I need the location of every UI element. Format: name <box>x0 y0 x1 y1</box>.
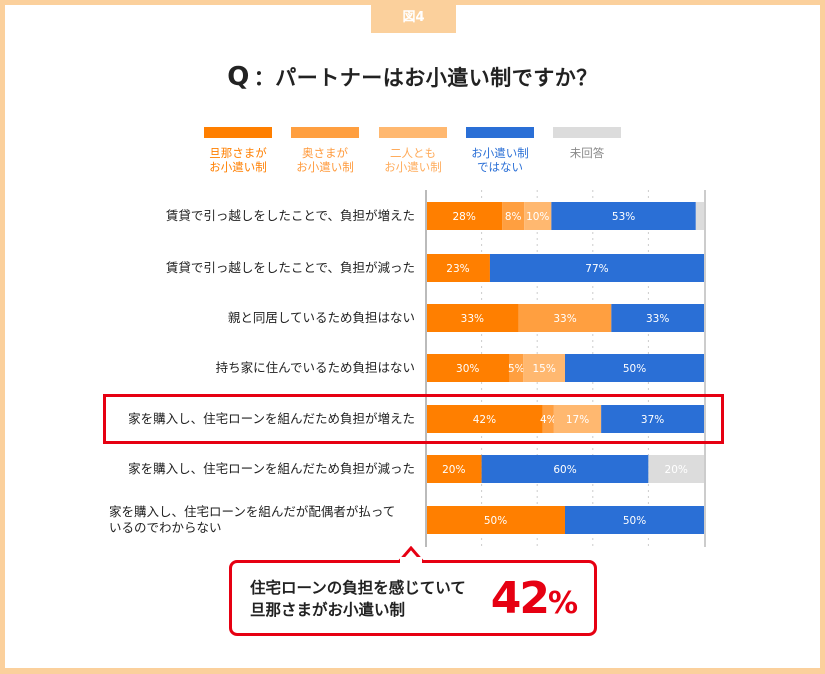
data-label: 33% <box>553 313 576 325</box>
legend-item: 未回答 <box>553 127 621 160</box>
row-label-line: 親と同居しているため負担はない <box>227 310 415 325</box>
row-label: 親と同居しているため負担はない <box>228 310 415 326</box>
row-label: 家を購入し、住宅ローンを組んだため負担が増えた <box>128 411 415 427</box>
bar-segment <box>611 304 704 332</box>
bar-segment <box>426 304 519 332</box>
legend-label-line1: 二人とも <box>390 146 436 160</box>
row-label-line: 賃貸で引っ越しをしたことで、負担が減った <box>165 260 415 275</box>
data-label: 23% <box>446 263 469 275</box>
bar-segment <box>518 304 612 332</box>
callout-box: 住宅ローンの負担を感じていて 旦那さまがお小遣い制 42% <box>229 560 597 636</box>
bar-segment <box>523 354 565 382</box>
callout-line2: 旦那さまがお小遣い制 <box>250 601 406 619</box>
data-label: 8% <box>505 211 522 223</box>
legend-label-line1: 奥さまが <box>302 146 348 160</box>
row-label: 賃貸で引っ越しをしたことで、負担が増えた <box>166 208 415 224</box>
row-label-line: 家を購入し、住宅ローンを組んだため負担が減った <box>128 461 415 476</box>
question-text: ：パートナーはお小遣い制ですか？ <box>253 66 598 90</box>
legend-label-line2: お小遣い制 <box>209 160 267 174</box>
row-label-line: 賃貸で引っ越しをしたことで、負担が増えた <box>165 208 415 223</box>
row-label-line: 持ち家に住んでいるため負担はない <box>215 360 415 375</box>
bar-segment <box>426 455 482 483</box>
data-label: 50% <box>484 515 507 527</box>
highlight-box <box>103 394 724 444</box>
bar-segment <box>601 405 704 433</box>
bar-segment <box>648 455 704 483</box>
bar-segment <box>551 202 696 230</box>
row-label-line: 家を購入し、住宅ローンを組んだため負担が増えた <box>128 411 415 426</box>
data-label: 4% <box>540 414 557 426</box>
data-label: 3% <box>688 189 705 201</box>
legend-label-line1: 旦那さまが <box>209 146 267 160</box>
data-label: 42% <box>473 414 496 426</box>
data-label: 5% <box>508 363 525 375</box>
data-label: 30% <box>456 363 479 375</box>
legend-label-line1: お小遣い制 <box>471 146 529 160</box>
bar-segment <box>565 354 704 382</box>
legend-swatch <box>204 127 272 138</box>
data-label: 28% <box>452 211 475 223</box>
bar-segment <box>489 254 704 282</box>
callout-number: 42 <box>490 573 550 624</box>
row-label: 家を購入し、住宅ローンを組んだため負担が減った <box>128 461 415 477</box>
bar-segment <box>509 354 524 382</box>
data-label: 37% <box>641 414 664 426</box>
legend-label-line2: ではない <box>477 160 523 174</box>
data-label: 20% <box>665 464 688 476</box>
callout-unit: % <box>547 586 578 621</box>
row-label: 持ち家に住んでいるため負担はない <box>216 360 415 376</box>
bar-segment <box>542 405 554 433</box>
data-label: 17% <box>566 414 589 426</box>
bar-segment <box>524 202 552 230</box>
data-label: 53% <box>612 211 635 223</box>
row-label-line: いるのでわからない <box>109 520 222 535</box>
callout-value: 42% <box>490 573 578 624</box>
legend-swatch <box>466 127 534 138</box>
data-label: 10% <box>526 211 549 223</box>
data-label: 15% <box>532 363 555 375</box>
legend-label-line1: 未回答 <box>569 146 605 160</box>
data-label: 60% <box>553 464 576 476</box>
bar-segment <box>553 405 602 433</box>
bar-segment <box>481 455 649 483</box>
legend-item: 二人とも お小遣い制 <box>379 127 447 174</box>
callout-line1: 住宅ローンの負担を感じていて <box>250 579 466 597</box>
legend-label-line2: お小遣い制 <box>384 160 442 174</box>
bar-segment <box>565 506 704 534</box>
data-label: 33% <box>646 313 669 325</box>
legend-swatch <box>291 127 359 138</box>
bar-segment <box>426 354 510 382</box>
legend-item: 奥さまが お小遣い制 <box>291 127 359 174</box>
data-label: 77% <box>585 263 608 275</box>
data-label: 33% <box>461 313 484 325</box>
row-label: 賃貸で引っ越しをしたことで、負担が減った <box>166 260 415 276</box>
bar-segment <box>426 202 503 230</box>
bar-segment <box>426 405 543 433</box>
legend-item: 旦那さまが お小遣い制 <box>204 127 272 174</box>
page-title: Q ：パートナーはお小遣い制ですか？ <box>0 62 825 92</box>
data-label: 50% <box>623 363 646 375</box>
bar-segment <box>426 506 565 534</box>
legend-swatch <box>553 127 621 138</box>
bar-segment <box>695 202 704 230</box>
bar-segment <box>502 202 525 230</box>
bar-segment <box>426 254 490 282</box>
row-label: 家を購入し、住宅ローンを組んだが配偶者が払って いるのでわからない <box>109 504 415 536</box>
legend-item: お小遣い制 ではない <box>466 127 534 174</box>
q-mark: Q <box>227 62 250 92</box>
figure-label: 図4 <box>371 5 456 33</box>
legend-swatch <box>379 127 447 138</box>
data-label: 20% <box>442 464 465 476</box>
row-label-line: 家を購入し、住宅ローンを組んだが配偶者が払って <box>109 504 396 519</box>
data-label: 50% <box>623 515 646 527</box>
legend-label-line2: お小遣い制 <box>296 160 354 174</box>
